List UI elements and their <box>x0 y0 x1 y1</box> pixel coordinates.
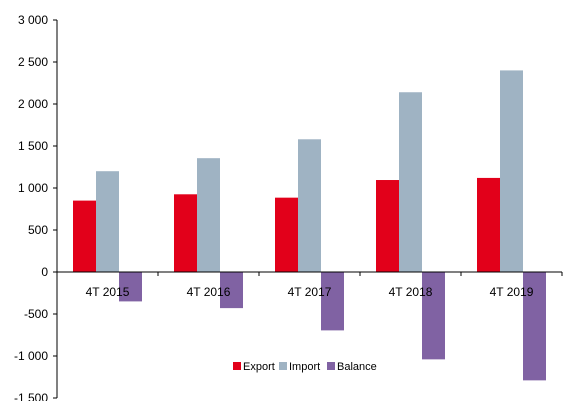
legend-swatch-import <box>279 362 287 370</box>
legend-label-export: Export <box>243 361 275 373</box>
x-category-label: 4T 2019 <box>490 285 534 299</box>
legend-swatch-balance <box>327 362 335 370</box>
bar-export <box>174 194 197 272</box>
y-tick-label: 3 000 <box>18 13 48 27</box>
y-tick-label: 2 000 <box>18 97 48 111</box>
bar-balance <box>220 272 243 309</box>
y-tick-label: -1 500 <box>14 391 48 401</box>
x-category-label: 4T 2015 <box>86 285 130 299</box>
legend: Export Import Balance <box>233 361 377 373</box>
bar-balance <box>119 272 142 302</box>
y-tick-label: -1 000 <box>14 349 48 363</box>
bar-export <box>275 197 298 272</box>
x-axis: 4T 2015 4T 2016 4T 2017 4T 2018 4T 2019 <box>56 271 563 299</box>
bar-import <box>500 70 523 273</box>
bar-export <box>73 200 96 272</box>
bar-balance <box>321 272 344 331</box>
y-tick-label: 1 000 <box>18 181 48 195</box>
y-tick-label: 2 500 <box>18 55 48 69</box>
x-category-label: 4T 2017 <box>288 285 332 299</box>
legend-swatch-export <box>233 362 241 370</box>
bar-balance <box>422 272 445 360</box>
y-tick-label: 1 500 <box>18 139 48 153</box>
bars <box>73 70 546 381</box>
y-tick-label: 500 <box>28 223 48 237</box>
legend-label-import: Import <box>289 361 320 373</box>
y-tick-label: 0 <box>41 265 48 279</box>
legend-label-balance: Balance <box>337 361 377 373</box>
bar-balance <box>523 272 546 381</box>
x-category-label: 4T 2018 <box>389 285 433 299</box>
bar-export <box>376 180 399 272</box>
y-tick-label: -500 <box>24 307 48 321</box>
y-axis: 3 000 2 500 2 000 1 500 1 000 500 0 -500 -1 000 -… <box>14 13 58 401</box>
x-category-label: 4T 2016 <box>187 285 231 299</box>
bar-import <box>298 139 321 272</box>
bar-import <box>197 158 220 272</box>
bar-import <box>399 92 422 273</box>
bar-export <box>477 177 500 272</box>
bar-import <box>96 171 119 272</box>
